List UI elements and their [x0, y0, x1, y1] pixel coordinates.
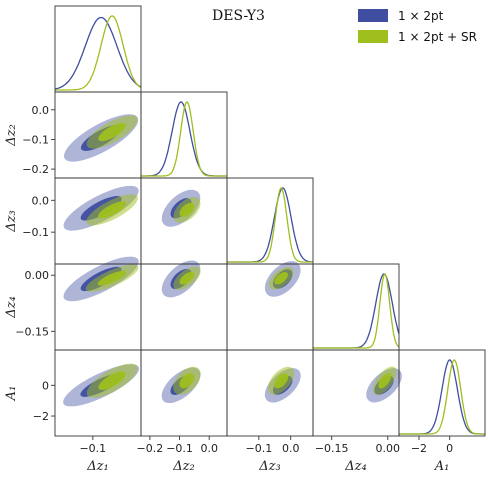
- legend-swatch-sr: [358, 30, 388, 43]
- legend-swatch-2pt: [358, 9, 388, 22]
- xtick-label-dz4-0: −0.15: [315, 442, 349, 455]
- ytick-label-dz2-0: −0.2: [22, 163, 49, 176]
- ytick-label-A1-0: −2: [33, 410, 49, 423]
- ytick-label-dz2-1: −0.1: [22, 133, 49, 146]
- xaxis-label-dz2: Δz₂: [172, 459, 194, 474]
- ytick-label-dz3-1: 0.0: [32, 194, 50, 207]
- xtick-label-A1-0: −2: [411, 442, 427, 455]
- marginal-curve-dz4-2pt: [313, 273, 400, 349]
- yaxis-label-dz4: Δz₄: [4, 296, 19, 318]
- contour-68-dz3-A1-sr: [273, 373, 289, 389]
- xtick-label-dz3-0: −0.1: [245, 442, 272, 455]
- contour-68-dz1-dz4-sr: [97, 270, 127, 286]
- ytick-label-dz3-0: −0.1: [22, 226, 49, 239]
- marginal-curve-dz1-sr: [55, 15, 142, 91]
- xaxis-label-dz1: Δz₁: [86, 459, 108, 474]
- ytick-label-A1-1: 0: [42, 379, 49, 392]
- legend-label-sr: 1 × 2pt + SR: [398, 30, 477, 44]
- xaxis-label-A1: A₁: [434, 459, 450, 474]
- contour-68-dz2-dz3-sr: [179, 202, 195, 217]
- xtick-label-dz4-1: 0.00: [376, 442, 401, 455]
- marginal-curve-A1-sr: [399, 359, 485, 435]
- contour-68-dz4-A1-sr: [378, 372, 392, 389]
- contour-68-dz1-A1-sr: [98, 371, 126, 391]
- xtick-label-dz3-1: 0.0: [282, 442, 300, 455]
- xtick-label-dz1-0: −0.1: [79, 442, 106, 455]
- xtick-label-A1-1: 0: [446, 442, 453, 455]
- xtick-label-dz2-2: 0.0: [200, 442, 218, 455]
- chart-title: DES-Y3: [212, 8, 265, 24]
- marginal-curve-dz2-sr: [141, 101, 227, 177]
- xtick-label-dz2-0: −0.2: [137, 442, 164, 455]
- ytick-label-dz4-1: 0.00: [25, 269, 50, 282]
- marginal-curve-dz3-sr: [227, 187, 313, 263]
- yaxis-label-dz3: Δz₃: [4, 210, 19, 232]
- contour-68-dz2-dz4-sr: [179, 271, 195, 285]
- ytick-label-dz2-2: 0.0: [32, 104, 50, 117]
- legend-label-2pt: 1 × 2pt: [398, 9, 444, 23]
- contour-68-dz3-dz4-sr: [274, 272, 288, 285]
- ytick-label-dz4-0: −0.15: [15, 325, 49, 338]
- panel-frame-A1-A1: [398, 349, 486, 437]
- legend: 1 × 2pt 1 × 2pt + SR: [358, 9, 477, 44]
- contour-68-dz1-dz3-sr: [98, 201, 127, 219]
- contour-68-dz2-A1-sr: [179, 373, 195, 389]
- yaxis-label-A1: A₁: [4, 386, 19, 402]
- contour-68-dz1-dz2-sr: [98, 122, 126, 142]
- marginal-curve-dz1-2pt: [54, 16, 142, 90]
- xaxis-label-dz3: Δz₃: [258, 459, 280, 474]
- xaxis-label-dz4: Δz₄: [344, 459, 366, 474]
- marginal-curve-dz4-sr: [313, 272, 400, 349]
- xtick-label-dz2-1: −0.1: [166, 442, 193, 455]
- yaxis-label-dz2: Δz₂: [4, 124, 19, 146]
